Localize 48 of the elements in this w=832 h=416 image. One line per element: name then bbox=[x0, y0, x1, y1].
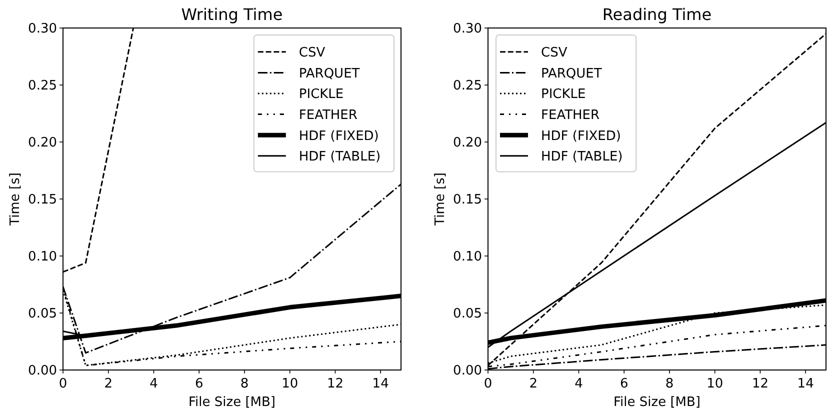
x-tick-label: 10 bbox=[706, 376, 724, 392]
y-tick-label: 0.25 bbox=[28, 78, 57, 94]
y-tick-label: 0.20 bbox=[453, 136, 482, 151]
y-tick-label: 0.15 bbox=[28, 192, 57, 208]
legend-label: PICKLE bbox=[298, 87, 344, 102]
legend-label: HDF (TABLE) bbox=[541, 150, 623, 165]
legend-label: HDF (FIXED) bbox=[298, 128, 379, 144]
y-axis-title: Time [s] bbox=[433, 172, 448, 226]
x-tick-label: 0 bbox=[484, 376, 492, 392]
x-tick-label: 2 bbox=[529, 376, 538, 392]
legend-label: PARQUET bbox=[541, 66, 602, 82]
x-tick-label: 12 bbox=[752, 376, 768, 392]
y-tick-label: 0.10 bbox=[453, 250, 482, 265]
x-tick-label: 2 bbox=[104, 376, 113, 392]
y-tick-label: 0.20 bbox=[28, 136, 57, 151]
x-tick-label: 14 bbox=[372, 376, 389, 392]
legend-label: PARQUET bbox=[298, 66, 360, 82]
y-tick-label: 0.10 bbox=[28, 250, 57, 265]
y-tick-label: 0.00 bbox=[453, 364, 482, 379]
legend-label: CSV bbox=[541, 46, 568, 61]
y-tick-label: 0.15 bbox=[453, 192, 482, 208]
x-tick-label: 6 bbox=[620, 376, 628, 392]
y-tick-label: 0.00 bbox=[28, 364, 57, 379]
x-axis-title: File Size [MB] bbox=[614, 395, 700, 410]
legend-label: PICKLE bbox=[541, 87, 586, 102]
legend-label: FEATHER bbox=[541, 108, 600, 123]
x-tick-label: 10 bbox=[282, 376, 298, 392]
chart-title: Writing Time bbox=[181, 5, 283, 24]
y-tick-label: 0.30 bbox=[453, 22, 482, 37]
x-tick-label: 8 bbox=[240, 376, 249, 392]
y-tick-label: 0.05 bbox=[453, 306, 482, 322]
x-tick-label: 12 bbox=[326, 376, 344, 392]
x-tick-label: 6 bbox=[194, 376, 204, 392]
legend-label: HDF (TABLE) bbox=[298, 150, 381, 165]
y-tick-label: 0.25 bbox=[453, 78, 482, 94]
legend-label: HDF (FIXED) bbox=[541, 128, 621, 144]
legend-label: FEATHER bbox=[298, 108, 358, 123]
legend-label: CSV bbox=[298, 46, 326, 61]
x-tick-label: 0 bbox=[58, 376, 68, 392]
x-tick-label: 4 bbox=[574, 376, 583, 392]
y-axis-title: Time [s] bbox=[8, 172, 23, 226]
chart-title: Reading Time bbox=[602, 5, 712, 24]
x-tick-label: 8 bbox=[665, 376, 674, 392]
x-tick-label: 4 bbox=[150, 376, 158, 392]
x-tick-label: 14 bbox=[797, 376, 814, 392]
y-tick-label: 0.30 bbox=[28, 22, 57, 37]
y-tick-label: 0.05 bbox=[28, 306, 57, 322]
x-axis-title: File Size [MB] bbox=[188, 395, 276, 410]
